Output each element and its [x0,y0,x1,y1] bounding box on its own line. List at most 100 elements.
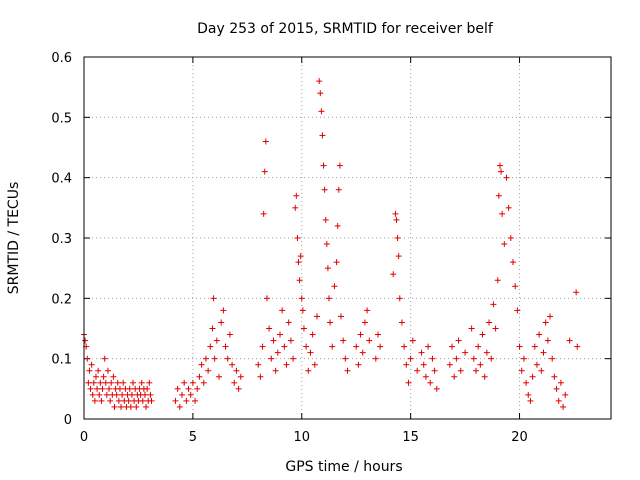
data-point [294,235,301,241]
data-point [129,379,136,386]
data-point [323,241,330,248]
data-point [451,373,458,380]
data-point [540,349,547,356]
data-point [527,397,534,404]
data-point [87,385,94,392]
y-tick-label: 0.5 [51,111,72,126]
data-point [494,277,501,284]
data-point [102,379,109,386]
data-point [189,379,196,386]
data-point [498,168,505,175]
data-point [307,349,314,356]
data-point [287,337,294,344]
data-point [213,337,220,344]
data-point [274,349,281,356]
data-point [98,397,105,404]
data-point [198,361,205,368]
data-point [573,289,580,296]
data-point [85,379,92,386]
data-point [551,373,558,380]
x-tick-label: 5 [189,430,197,445]
data-point [321,186,328,193]
data-point [259,343,266,350]
data-point [103,391,110,398]
y-tick-label: 0.6 [51,51,72,66]
x-tick-labels: 0 5 10 15 20 [80,430,528,445]
chart-title: Day 253 of 2015, SRMTID for receiver bel… [197,21,494,37]
data-point [297,253,304,260]
data-point [457,367,464,374]
data-point [148,397,155,404]
data-point [210,295,217,302]
data-point [516,343,523,350]
data-point [272,367,279,374]
data-point [531,343,538,350]
data-point [446,361,453,368]
data-point [293,192,300,199]
data-point [237,373,244,380]
data-point [429,355,436,362]
data-point [86,367,93,374]
data-point [114,379,121,386]
data-point [449,343,456,350]
data-point [106,385,113,392]
data-point [255,361,262,368]
y-tick-labels: 0 0.1 0.2 0.3 0.4 0.5 0.6 [51,51,72,428]
data-point [393,216,400,223]
data-point [99,385,106,392]
data-point [292,204,299,211]
data-point [92,373,99,380]
data-point [544,337,551,344]
data-point [270,337,277,344]
data-point [520,355,527,362]
data-point [422,373,429,380]
data-point [295,259,302,266]
data-point [95,367,102,374]
data-point [325,295,332,302]
data-point [101,355,108,362]
data-point [207,343,214,350]
data-point [120,379,127,386]
data-point [401,343,408,350]
data-point [147,391,154,398]
data-point [481,373,488,380]
data-point [318,108,325,115]
data-point [396,295,403,302]
data-point [495,192,502,199]
data-point [218,319,225,326]
data-point [377,343,384,350]
data-point [144,385,151,392]
data-point [233,367,240,374]
data-point [433,385,440,392]
data-point [355,361,362,368]
data-point [115,397,122,404]
plot-frame [83,56,612,420]
data-point [364,307,371,314]
data-point [146,379,153,386]
data-point [285,319,292,326]
data-point [562,391,569,398]
data-point [316,78,323,85]
data-point [266,325,273,332]
data-point [104,367,111,374]
data-point [331,283,338,290]
data-point [185,385,192,392]
data-point [357,331,364,338]
data-point [211,355,218,362]
data-point [420,361,427,368]
data-point [172,397,179,404]
data-point [462,349,469,356]
data-point [533,361,540,368]
data-point [299,307,306,314]
data-point [405,379,412,386]
grid-lines [84,57,611,419]
data-point [183,397,190,404]
data-point [174,385,181,392]
data-series-srmtid [81,78,581,410]
data-point [300,325,307,332]
data-point [139,397,146,404]
data-point [141,391,148,398]
data-point [317,90,324,97]
data-point [455,337,462,344]
data-point [268,355,275,362]
